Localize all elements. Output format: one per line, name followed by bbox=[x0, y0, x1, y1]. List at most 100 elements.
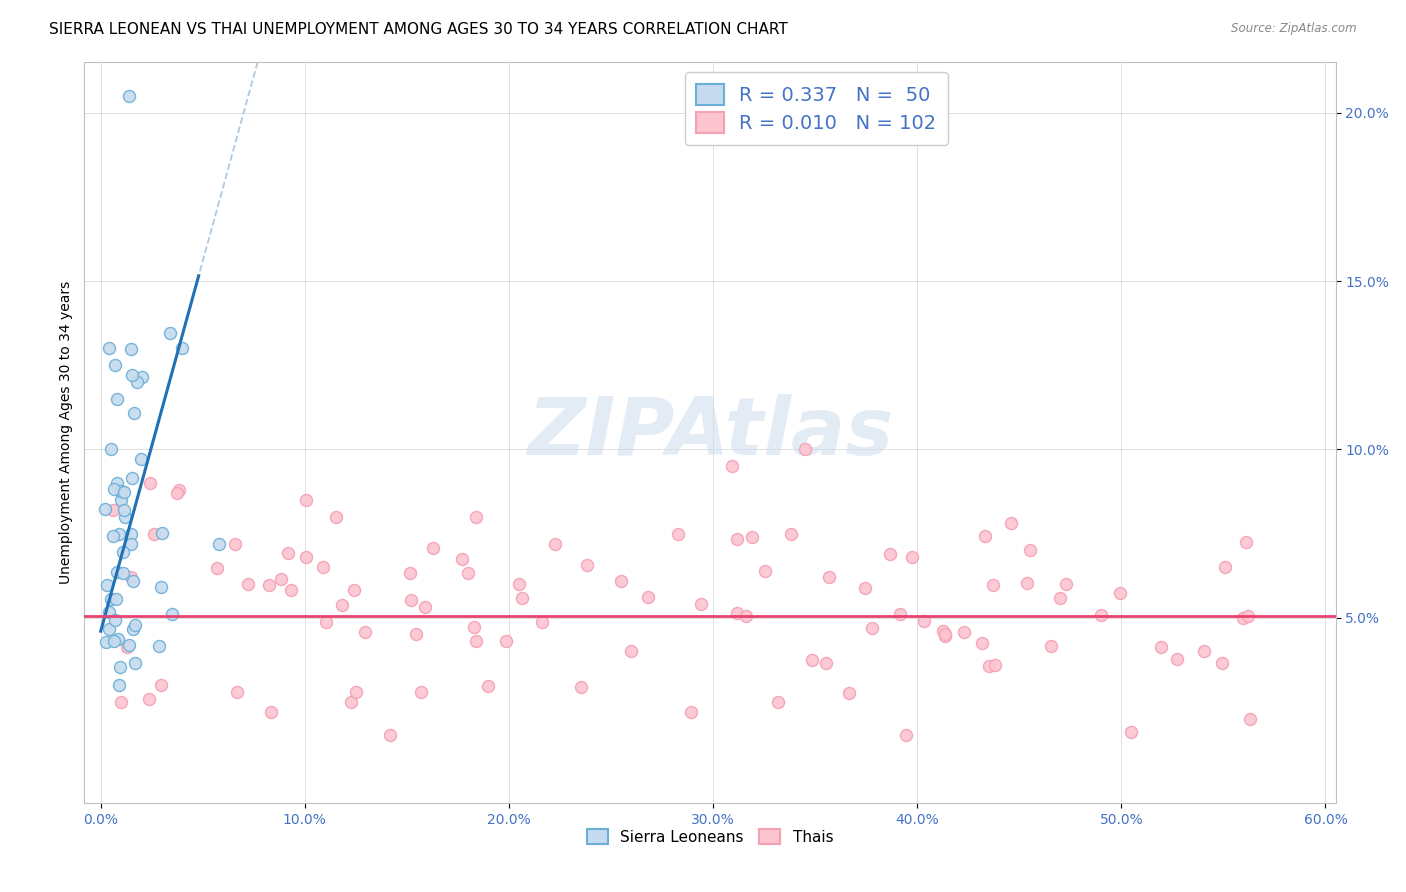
Point bbox=[260, 705, 283, 719]
Point bbox=[689, 597, 711, 611]
Point bbox=[405, 627, 427, 641]
Point bbox=[167, 483, 190, 497]
Point bbox=[610, 574, 633, 588]
Point bbox=[780, 526, 803, 541]
Point bbox=[152, 526, 174, 541]
Point bbox=[118, 89, 141, 103]
Point bbox=[1237, 609, 1260, 624]
Point bbox=[120, 570, 142, 584]
Point bbox=[637, 590, 659, 604]
Point bbox=[879, 547, 901, 561]
Point bbox=[160, 607, 183, 621]
Point bbox=[94, 635, 117, 649]
Point bbox=[108, 678, 131, 692]
Point bbox=[981, 578, 1004, 592]
Text: ZIPAtlas: ZIPAtlas bbox=[527, 393, 893, 472]
Point bbox=[399, 592, 422, 607]
Point bbox=[148, 639, 170, 653]
Point bbox=[270, 573, 292, 587]
Point bbox=[325, 509, 347, 524]
Point bbox=[98, 622, 121, 636]
Point bbox=[315, 615, 337, 630]
Point bbox=[118, 638, 141, 652]
Point bbox=[312, 560, 335, 574]
Point bbox=[205, 561, 228, 575]
Point bbox=[353, 624, 375, 639]
Point bbox=[931, 624, 953, 638]
Point bbox=[413, 599, 436, 614]
Point bbox=[1232, 611, 1254, 625]
Point bbox=[295, 492, 318, 507]
Point bbox=[510, 591, 533, 606]
Point bbox=[1236, 535, 1258, 549]
Point bbox=[463, 620, 485, 634]
Point bbox=[103, 634, 125, 648]
Point bbox=[818, 570, 841, 584]
Point bbox=[495, 634, 517, 648]
Point bbox=[101, 529, 124, 543]
Point bbox=[159, 326, 181, 341]
Point bbox=[107, 632, 129, 646]
Point bbox=[124, 406, 146, 420]
Point bbox=[620, 644, 643, 658]
Point bbox=[98, 605, 121, 619]
Point bbox=[236, 576, 259, 591]
Point bbox=[766, 695, 789, 709]
Point bbox=[105, 392, 128, 406]
Point bbox=[295, 550, 318, 565]
Point bbox=[912, 614, 935, 628]
Point bbox=[464, 634, 486, 648]
Point bbox=[166, 486, 188, 500]
Point bbox=[226, 685, 249, 699]
Point bbox=[973, 529, 995, 543]
Point bbox=[721, 459, 744, 474]
Point bbox=[208, 537, 231, 551]
Point bbox=[138, 691, 160, 706]
Point bbox=[735, 608, 758, 623]
Point bbox=[120, 536, 142, 550]
Point bbox=[411, 685, 433, 699]
Point bbox=[508, 576, 530, 591]
Point bbox=[100, 442, 122, 457]
Point bbox=[378, 729, 401, 743]
Point bbox=[1015, 576, 1038, 591]
Legend: Sierra Leoneans, Thais: Sierra Leoneans, Thais bbox=[581, 822, 839, 851]
Point bbox=[1054, 577, 1077, 591]
Point bbox=[741, 530, 763, 544]
Point bbox=[277, 546, 299, 560]
Point bbox=[457, 566, 479, 581]
Point bbox=[110, 483, 132, 498]
Point bbox=[1166, 652, 1188, 666]
Point bbox=[1090, 608, 1112, 623]
Point bbox=[112, 566, 135, 581]
Point bbox=[666, 526, 689, 541]
Point bbox=[889, 607, 911, 621]
Point bbox=[96, 578, 118, 592]
Point bbox=[112, 544, 135, 558]
Point bbox=[121, 471, 143, 485]
Point bbox=[120, 526, 142, 541]
Point bbox=[97, 342, 120, 356]
Point bbox=[953, 625, 976, 640]
Point bbox=[1109, 586, 1132, 600]
Point bbox=[114, 509, 136, 524]
Point bbox=[853, 581, 876, 595]
Point bbox=[569, 680, 592, 694]
Point bbox=[340, 695, 363, 709]
Point bbox=[257, 578, 280, 592]
Point bbox=[112, 485, 135, 500]
Point bbox=[124, 617, 146, 632]
Point bbox=[801, 653, 824, 667]
Point bbox=[129, 452, 152, 467]
Point bbox=[125, 375, 148, 389]
Point bbox=[477, 679, 499, 693]
Point bbox=[105, 565, 128, 579]
Point bbox=[100, 592, 122, 607]
Point bbox=[1211, 656, 1233, 670]
Point bbox=[1239, 712, 1261, 726]
Point bbox=[1119, 725, 1142, 739]
Point bbox=[104, 613, 127, 627]
Point bbox=[143, 526, 166, 541]
Point bbox=[934, 627, 956, 641]
Point bbox=[108, 659, 131, 673]
